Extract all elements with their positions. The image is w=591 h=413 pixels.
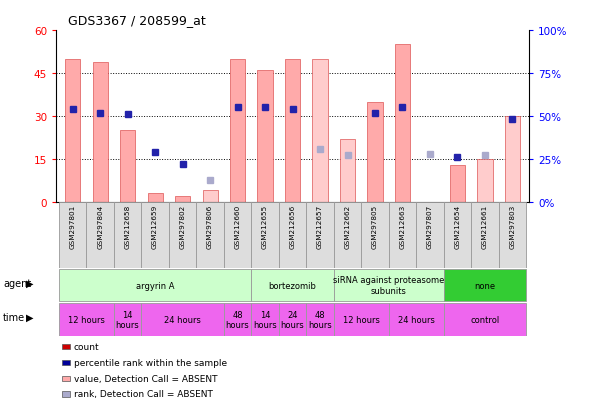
- Text: siRNA against proteasome
subunits: siRNA against proteasome subunits: [333, 276, 444, 295]
- Bar: [251, 303, 279, 336]
- Text: GSM297801: GSM297801: [70, 204, 76, 249]
- Bar: [279, 202, 306, 268]
- Text: control: control: [470, 315, 499, 324]
- Bar: [306, 303, 334, 336]
- Bar: [224, 202, 251, 268]
- Bar: [65, 59, 80, 202]
- Bar: [59, 202, 86, 268]
- Bar: [499, 202, 526, 268]
- Bar: [416, 202, 444, 268]
- Bar: [59, 269, 251, 301]
- Text: 12 hours: 12 hours: [343, 315, 379, 324]
- Text: 48
hours: 48 hours: [226, 310, 249, 329]
- Bar: [340, 140, 355, 202]
- Bar: [93, 62, 108, 202]
- Text: ▶: ▶: [26, 312, 34, 323]
- Text: rank, Detection Call = ABSENT: rank, Detection Call = ABSENT: [74, 389, 213, 399]
- Bar: [141, 202, 169, 268]
- Bar: [505, 116, 520, 202]
- Bar: [120, 131, 135, 202]
- Text: 24 hours: 24 hours: [398, 315, 434, 324]
- Text: ▶: ▶: [26, 278, 34, 288]
- Bar: [224, 303, 251, 336]
- Bar: [306, 202, 334, 268]
- Bar: [230, 59, 245, 202]
- Text: agent: agent: [3, 278, 31, 288]
- Bar: [395, 45, 410, 202]
- Text: GSM212661: GSM212661: [482, 204, 488, 249]
- Bar: [471, 202, 499, 268]
- Bar: [141, 303, 224, 336]
- Text: time: time: [3, 312, 25, 323]
- Bar: [389, 202, 416, 268]
- Bar: [334, 303, 389, 336]
- Text: GDS3367 / 208599_at: GDS3367 / 208599_at: [68, 14, 206, 27]
- Text: GSM212656: GSM212656: [290, 204, 296, 249]
- Bar: [169, 202, 196, 268]
- Text: count: count: [74, 342, 99, 351]
- Text: GSM212663: GSM212663: [400, 204, 405, 249]
- Text: GSM212657: GSM212657: [317, 204, 323, 249]
- Text: GSM212659: GSM212659: [152, 204, 158, 249]
- Bar: [361, 202, 389, 268]
- Text: GSM212660: GSM212660: [235, 204, 241, 249]
- Bar: [59, 303, 114, 336]
- Bar: [444, 269, 526, 301]
- Bar: [389, 303, 444, 336]
- Text: percentile rank within the sample: percentile rank within the sample: [74, 358, 227, 367]
- Bar: [258, 71, 272, 202]
- Text: value, Detection Call = ABSENT: value, Detection Call = ABSENT: [74, 374, 217, 383]
- Bar: [334, 269, 444, 301]
- Bar: [285, 59, 300, 202]
- Bar: [478, 159, 492, 202]
- Text: GSM297807: GSM297807: [427, 204, 433, 249]
- Text: argyrin A: argyrin A: [136, 281, 174, 290]
- Text: GSM212662: GSM212662: [345, 204, 350, 249]
- Bar: [196, 202, 224, 268]
- Bar: [313, 59, 327, 202]
- Text: GSM297804: GSM297804: [97, 204, 103, 249]
- Text: 48
hours: 48 hours: [308, 310, 332, 329]
- Bar: [444, 202, 471, 268]
- Text: none: none: [475, 281, 495, 290]
- Bar: [114, 303, 141, 336]
- Text: GSM212655: GSM212655: [262, 204, 268, 249]
- Bar: [175, 197, 190, 202]
- Text: bortezomib: bortezomib: [268, 281, 317, 290]
- Text: 12 hours: 12 hours: [68, 315, 105, 324]
- Bar: [450, 165, 465, 202]
- Bar: [444, 303, 526, 336]
- Bar: [251, 202, 279, 268]
- Text: 24 hours: 24 hours: [164, 315, 201, 324]
- Bar: [203, 191, 217, 202]
- Text: 24
hours: 24 hours: [281, 310, 304, 329]
- Bar: [86, 202, 114, 268]
- Text: GSM297805: GSM297805: [372, 204, 378, 249]
- Text: GSM212658: GSM212658: [125, 204, 131, 249]
- Text: GSM297803: GSM297803: [509, 204, 515, 249]
- Bar: [251, 269, 334, 301]
- Bar: [279, 303, 306, 336]
- Text: GSM297806: GSM297806: [207, 204, 213, 249]
- Bar: [368, 102, 382, 202]
- Text: 14
hours: 14 hours: [116, 310, 139, 329]
- Bar: [114, 202, 141, 268]
- Bar: [148, 194, 163, 202]
- Bar: [334, 202, 361, 268]
- Text: 14
hours: 14 hours: [253, 310, 277, 329]
- Text: GSM212654: GSM212654: [454, 204, 460, 249]
- Text: GSM297802: GSM297802: [180, 204, 186, 249]
